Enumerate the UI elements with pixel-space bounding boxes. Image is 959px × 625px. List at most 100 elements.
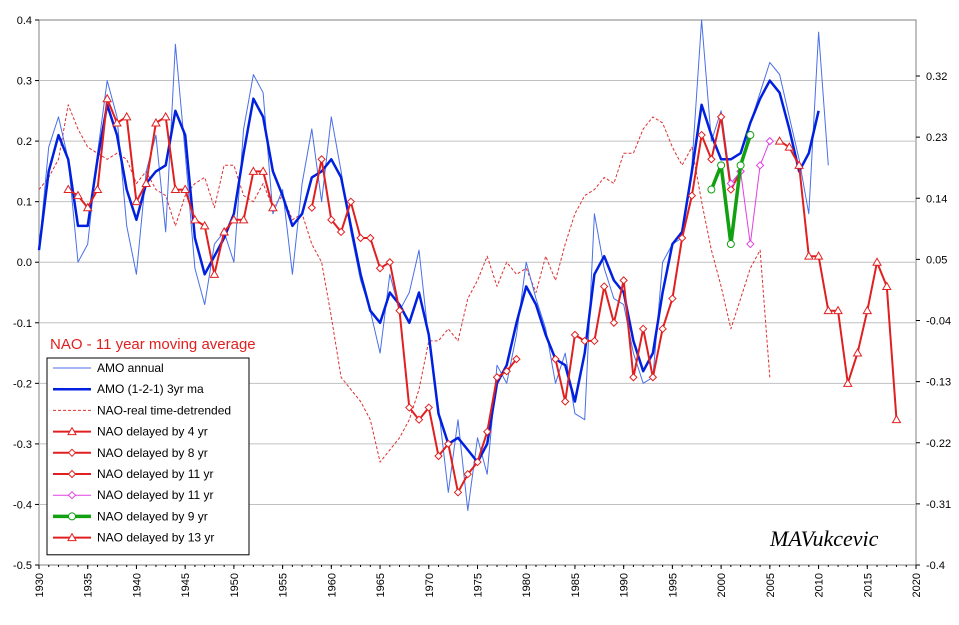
legend-marker — [68, 512, 76, 521]
data-point-marker — [746, 131, 755, 140]
y-right-tick-label: -0.31 — [926, 499, 951, 511]
y-left-tick-label: 0.1 — [17, 197, 32, 209]
data-point-marker — [180, 184, 191, 194]
data-point-marker — [248, 166, 259, 175]
data-point-marker — [483, 427, 492, 436]
x-tick-label: 1980 — [521, 573, 533, 597]
data-point-marker — [717, 161, 726, 170]
data-point-marker — [346, 197, 356, 206]
legend-label: AMO annual — [97, 361, 164, 375]
annotation-label: NAO - 11 year moving average — [50, 336, 256, 353]
data-point-marker — [668, 294, 677, 303]
data-point-marker — [141, 178, 152, 187]
legend-label: NAO delayed by 11 yr — [97, 488, 214, 502]
data-point-marker — [842, 378, 853, 387]
data-point-marker — [190, 214, 200, 224]
y-left-tick-label: -0.5 — [13, 560, 32, 572]
x-tick-label: 1960 — [326, 573, 338, 597]
y-left-tick-label: -0.2 — [13, 378, 32, 390]
data-point-marker — [502, 367, 511, 376]
data-point-marker — [891, 414, 902, 424]
data-point-marker — [453, 488, 463, 497]
data-point-marker — [102, 93, 113, 103]
y-right-tick-label: 0.14 — [926, 193, 947, 205]
data-point-marker — [862, 305, 873, 315]
data-point-marker — [736, 161, 745, 170]
x-tick-label: 1935 — [83, 573, 95, 597]
legend-label: NAO delayed by 13 yr — [97, 531, 214, 545]
data-point-marker — [638, 324, 648, 334]
data-point-marker — [560, 397, 570, 406]
data-point-marker — [570, 330, 580, 340]
legend-label: AMO (1-2-1) 3yr ma — [97, 382, 204, 396]
data-point-marker — [852, 348, 863, 357]
data-point-marker — [444, 439, 453, 449]
x-tick-label: 1995 — [667, 573, 679, 597]
x-tick-label: 1990 — [619, 573, 631, 597]
legend-label: NAO delayed by 8 yr — [97, 446, 208, 460]
x-tick-label: 2015 — [862, 573, 874, 597]
data-point-marker — [707, 185, 716, 194]
legend-marker — [67, 532, 77, 542]
legend-label: NAO delayed by 9 yr — [97, 509, 208, 523]
data-point-marker — [307, 203, 317, 212]
data-point-marker — [121, 111, 132, 121]
data-point-marker — [336, 227, 346, 237]
data-point-marker — [823, 305, 834, 315]
data-point-marker — [512, 354, 521, 364]
y-left-tick-label: 0.0 — [17, 257, 32, 269]
legend-label: NAO-real time-detrended — [97, 403, 231, 417]
data-point-marker — [434, 451, 443, 461]
data-point-marker — [590, 336, 599, 346]
data-point-marker — [229, 214, 239, 224]
x-tick-label: 1985 — [570, 573, 582, 597]
data-point-marker — [609, 318, 619, 327]
data-point-marker — [881, 281, 892, 290]
x-tick-label: 1970 — [424, 573, 436, 597]
data-point-marker — [112, 117, 122, 127]
series-layer — [37, 19, 902, 511]
data-point-marker — [317, 155, 326, 164]
series-4 — [307, 155, 521, 497]
series-7 — [707, 131, 755, 249]
x-tick-label: 1950 — [229, 573, 241, 597]
data-point-marker — [405, 403, 414, 412]
data-point-marker — [833, 305, 843, 315]
y-right-tick-label: 0.05 — [926, 254, 947, 266]
data-point-marker — [813, 251, 824, 260]
data-point-marker — [580, 336, 589, 346]
y-right-tick-label: -0.04 — [926, 316, 951, 328]
data-point-marker — [170, 184, 181, 194]
data-point-marker — [803, 251, 814, 260]
legend-marker — [67, 469, 77, 479]
legend-marker — [67, 426, 77, 436]
data-point-marker — [385, 258, 395, 267]
x-tick-label: 1945 — [180, 573, 192, 597]
y-left-tick-label: -0.3 — [13, 439, 32, 451]
data-point-marker — [707, 155, 716, 164]
data-point-marker — [629, 373, 638, 382]
legend-marker — [67, 448, 77, 458]
y-left-tick-label: 0.2 — [17, 136, 32, 148]
series-line — [67, 97, 274, 276]
legend-box — [46, 357, 250, 556]
x-tick-label: 2010 — [814, 573, 826, 597]
x-tick-label: 1975 — [473, 573, 485, 597]
data-point-marker — [463, 469, 472, 479]
data-point-marker — [755, 161, 765, 170]
data-point-marker — [551, 354, 560, 364]
data-point-marker — [199, 220, 210, 230]
data-point-marker — [73, 190, 83, 200]
data-point-marker — [63, 184, 74, 194]
data-point-marker — [366, 233, 375, 243]
data-point-marker — [82, 202, 93, 212]
data-point-marker — [697, 130, 706, 140]
data-point-marker — [492, 373, 502, 382]
data-point-marker — [726, 185, 736, 194]
legend: AMO annual AMO (1-2-1) 3yr ma NAO-real tim… — [46, 357, 250, 556]
legend-label: NAO delayed by 11 yr — [97, 467, 214, 481]
legend-label: NAO delayed by 4 yr — [97, 425, 208, 439]
data-point-marker — [268, 202, 278, 212]
axes: -0.5 -0.4 -0.3 -0.2 -0.1 0.0 0.1 0.2 0.3 0.4 -0.4 -… — [13, 15, 951, 597]
